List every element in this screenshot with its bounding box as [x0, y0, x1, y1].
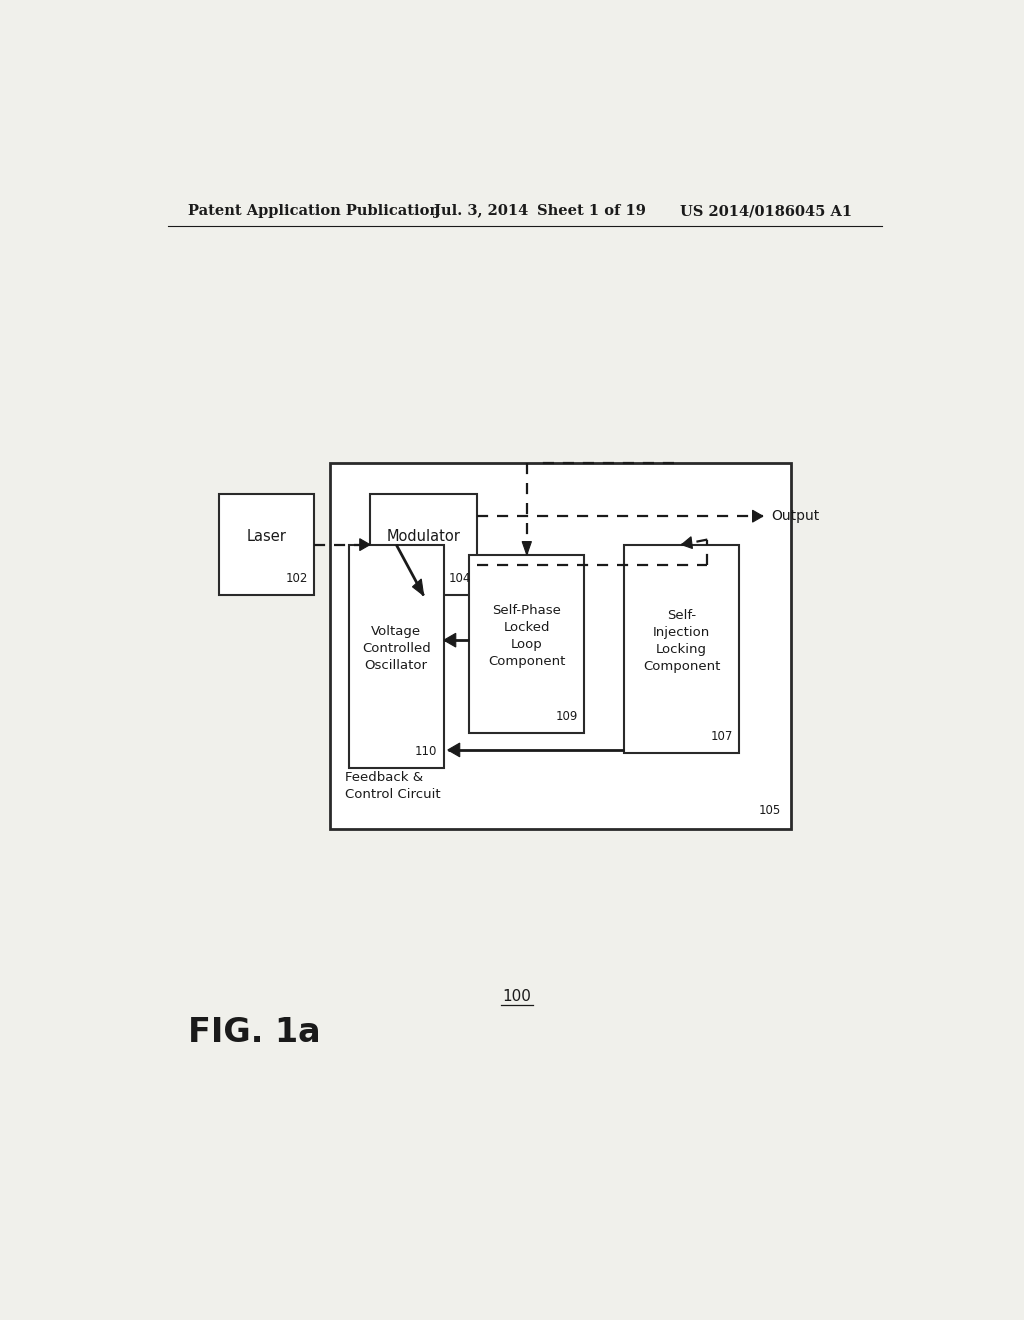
Polygon shape [447, 743, 460, 756]
Text: 105: 105 [759, 804, 781, 817]
Text: Feedback &
Control Circuit: Feedback & Control Circuit [345, 771, 440, 801]
Text: Self-Phase
Locked
Loop
Component: Self-Phase Locked Loop Component [488, 603, 565, 668]
Text: Voltage
Controlled
Oscillator: Voltage Controlled Oscillator [361, 624, 431, 672]
Bar [331, 463, 791, 829]
Polygon shape [522, 541, 531, 554]
Text: Patent Application Publication: Patent Application Publication [187, 205, 439, 218]
Text: Jul. 3, 2014: Jul. 3, 2014 [433, 205, 527, 218]
Polygon shape [413, 579, 424, 595]
Bar [370, 494, 477, 595]
Text: US 2014/0186045 A1: US 2014/0186045 A1 [680, 205, 852, 218]
Text: Output: Output [771, 510, 819, 523]
Polygon shape [443, 634, 456, 647]
Text: Self-
Injection
Locking
Component: Self- Injection Locking Component [643, 609, 720, 673]
Text: Sheet 1 of 19: Sheet 1 of 19 [537, 205, 645, 218]
Polygon shape [753, 511, 763, 523]
Text: Laser: Laser [247, 529, 287, 544]
Bar [219, 494, 314, 595]
Text: 104: 104 [449, 573, 471, 585]
Bar [469, 554, 585, 733]
Text: 109: 109 [556, 710, 578, 722]
Text: 107: 107 [711, 730, 733, 743]
Polygon shape [682, 537, 692, 549]
Text: Modulator: Modulator [387, 529, 461, 544]
Text: 110: 110 [415, 744, 437, 758]
Text: 102: 102 [286, 573, 308, 585]
Text: FIG. 1a: FIG. 1a [187, 1016, 321, 1049]
Text: 100: 100 [503, 990, 531, 1005]
Bar [348, 545, 443, 768]
Bar [624, 545, 739, 752]
Polygon shape [359, 539, 370, 550]
